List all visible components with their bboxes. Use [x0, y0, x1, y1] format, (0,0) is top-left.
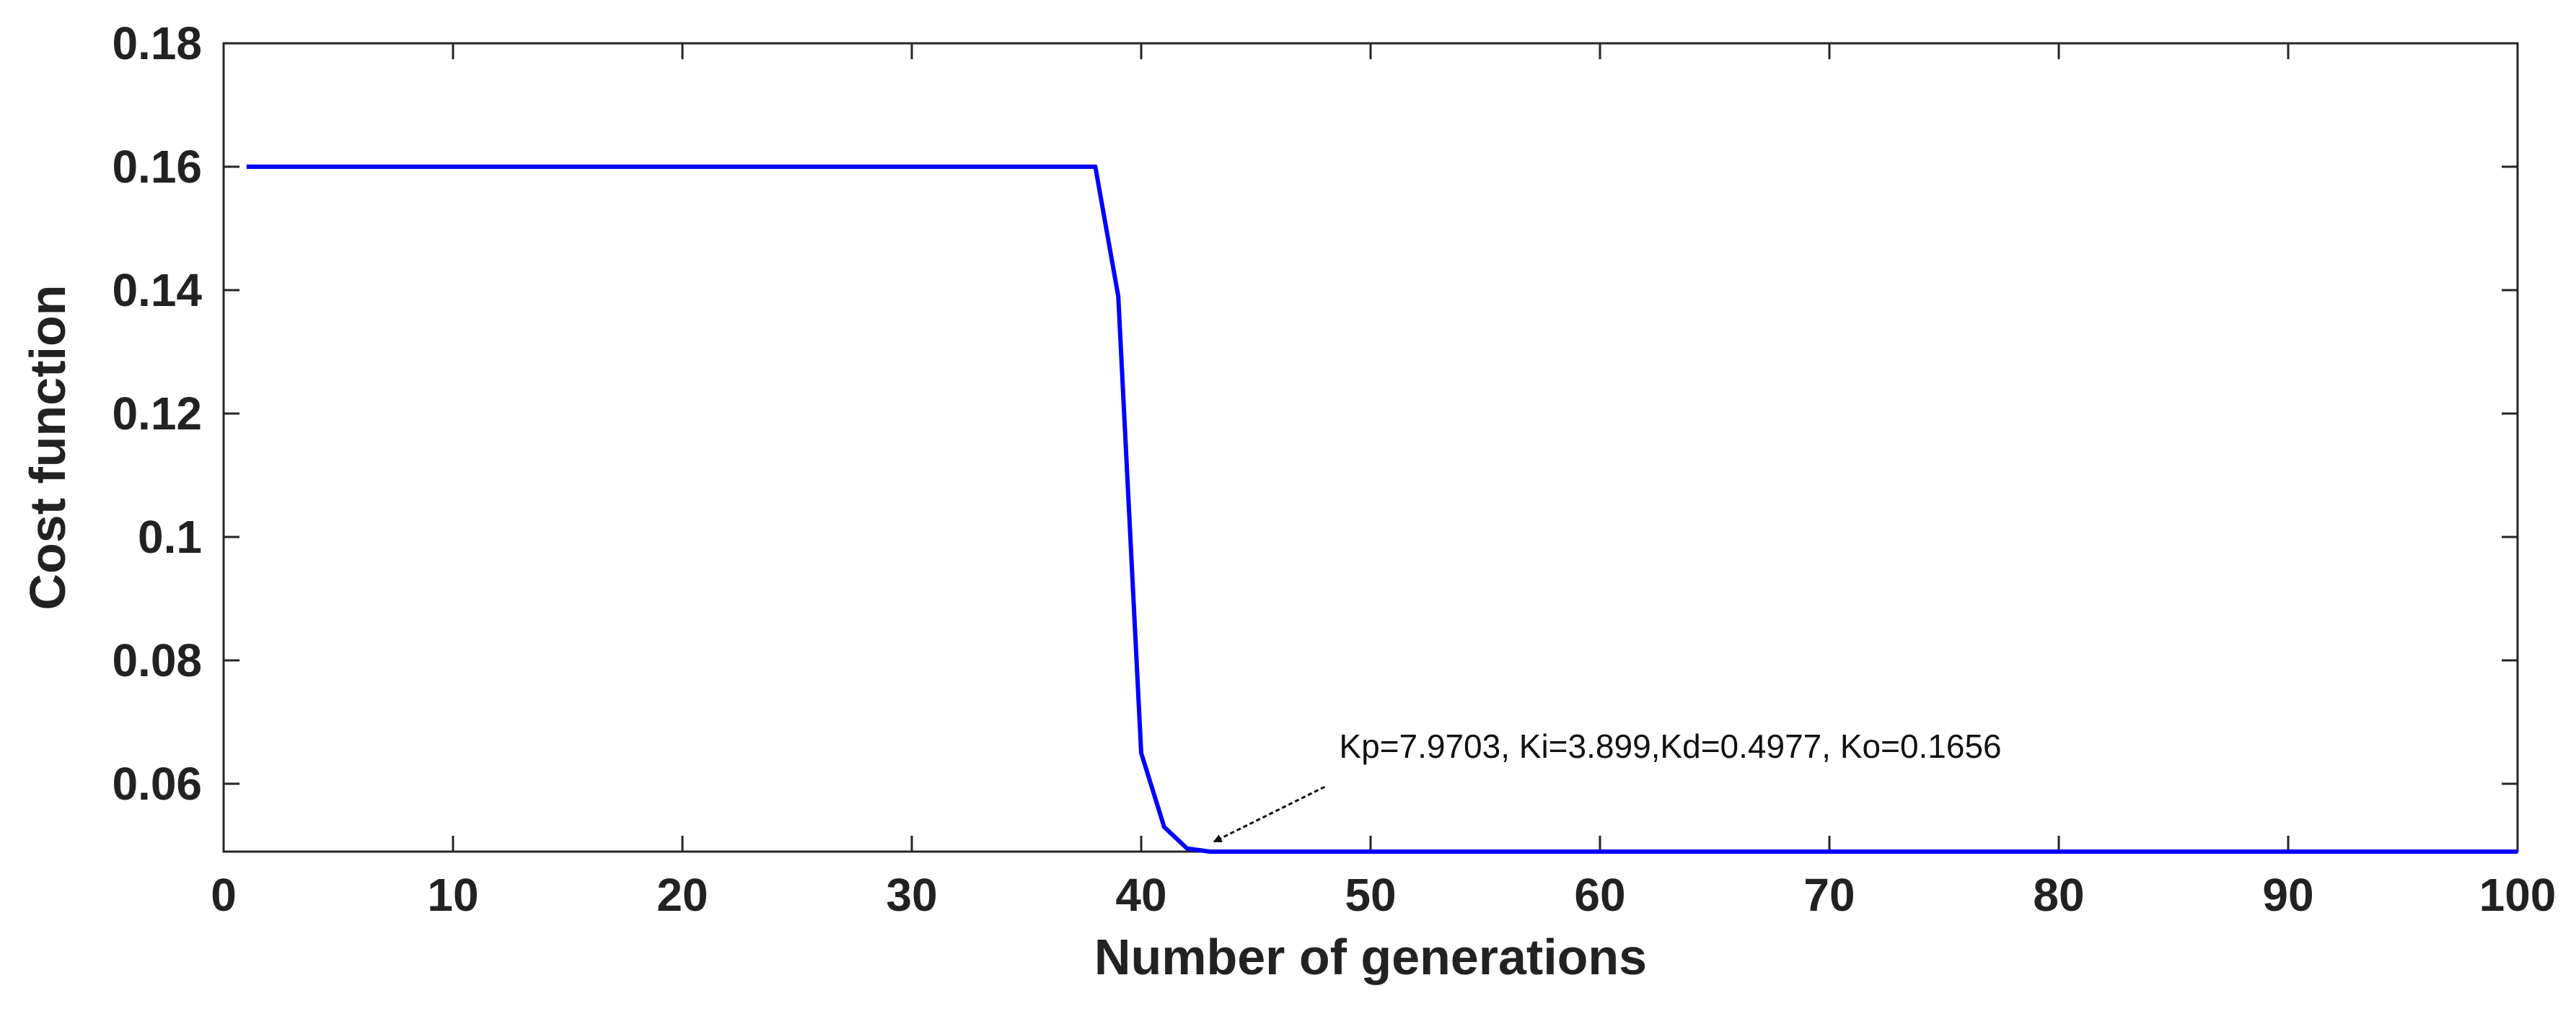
y-tick-label: 0.12: [112, 388, 202, 440]
x-tick-label: 100: [2479, 869, 2557, 921]
y-tick-label: 0.14: [112, 264, 202, 316]
x-tick-label: 50: [1345, 869, 1396, 921]
x-tick-label: 0: [211, 869, 237, 921]
x-tick-label: 70: [1803, 869, 1855, 921]
x-tick-label: 90: [2262, 869, 2313, 921]
tick-labels-layer: 0 10 20 30 40 50 60 70 80 90 100 0.06 0.08 0.1 0.12 0.1…: [112, 17, 2556, 921]
y-tick-label: 0.18: [112, 17, 202, 69]
x-tick-label: 40: [1115, 869, 1166, 921]
x-tick-label: 20: [656, 869, 708, 921]
x-axis-title: Number of generations: [1094, 929, 1647, 985]
x-tick-label: 60: [1574, 869, 1625, 921]
y-tick-label: 0.06: [112, 758, 202, 810]
y-axis-title: Cost function: [19, 284, 76, 610]
x-tick-label: 30: [886, 869, 937, 921]
series-line-0: [246, 164, 2518, 854]
y-tick-label: 0.1: [138, 511, 202, 563]
annotation-text: Kp=7.9703, Ki=3.899,Kd=0.4977, Ko=0.1656: [1339, 727, 2001, 765]
annotation-arrow: [1213, 785, 1326, 843]
ticks-layer: [222, 42, 2519, 852]
annotation-layer: Kp=7.9703, Ki=3.899,Kd=0.4977, Ko=0.1656: [1213, 727, 2002, 843]
plot-area: [222, 42, 2519, 853]
series-layer: [246, 164, 2518, 854]
y-tick-label: 0.16: [112, 141, 202, 193]
x-tick-label: 80: [2033, 869, 2084, 921]
x-tick-label: 10: [427, 869, 478, 921]
y-tick-label: 0.08: [112, 634, 202, 686]
